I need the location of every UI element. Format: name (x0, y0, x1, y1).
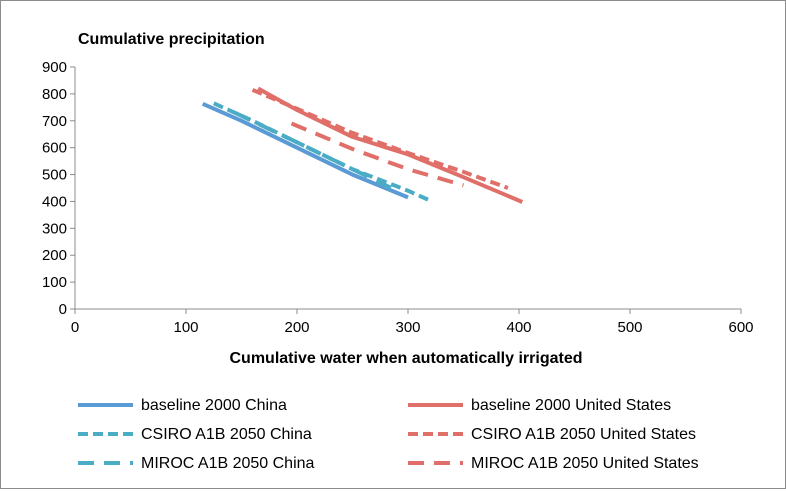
legend-item: MIROC A1B 2050 China (78, 455, 315, 472)
y-tick-label: 500 (42, 167, 67, 184)
legend-label: MIROC A1B 2050 United States (471, 455, 699, 472)
legend-label: baseline 2000 United States (471, 397, 671, 414)
series-line-6 (290, 121, 465, 188)
y-axis: 0 100 200 300 400 500 600 700 800 900 (42, 59, 76, 318)
legend-item: CSIRO A1B 2050 China (78, 426, 312, 443)
y-tick-label: 700 (42, 113, 67, 130)
legend-item: CSIRO A1B 2050 United States (408, 426, 696, 443)
y-tick-label: 600 (42, 140, 67, 157)
legend-item: baseline 2000 China (78, 397, 287, 414)
series-line-4 (257, 86, 524, 204)
legend-label: MIROC A1B 2050 China (141, 455, 315, 472)
x-tick-label: 0 (71, 319, 79, 336)
y-tick-label: 100 (42, 274, 67, 291)
x-tick-label: 600 (728, 319, 753, 336)
x-tick-label: 500 (617, 319, 642, 336)
legend-label: CSIRO A1B 2050 China (141, 426, 312, 443)
y-tick-label: 800 (42, 86, 67, 103)
x-axis: 0 100 200 300 400 500 600 (71, 308, 754, 336)
x-tick-label: 200 (284, 319, 309, 336)
x-axis-label: Cumulative water when automatically irri… (230, 350, 583, 367)
y-tick-label: 200 (42, 247, 67, 264)
y-tick-label: 900 (42, 59, 67, 76)
x-tick-label: 300 (395, 319, 420, 336)
legend: baseline 2000 China CSIRO A1B 2050 China M… (78, 397, 699, 472)
plot-area (201, 86, 524, 204)
series-line-5 (251, 88, 509, 190)
y-tick-label: 400 (42, 193, 67, 210)
y-tick-label: 300 (42, 220, 67, 237)
legend-item: MIROC A1B 2050 United States (408, 455, 699, 472)
series-line-3 (235, 111, 398, 193)
legend-label: CSIRO A1B 2050 United States (471, 426, 696, 443)
chart-title: Cumulative precipitation (78, 31, 265, 48)
legend-label: baseline 2000 China (141, 397, 287, 414)
y-tick-label: 0 (59, 301, 67, 318)
legend-item: baseline 2000 United States (408, 397, 671, 414)
x-tick-label: 100 (173, 319, 198, 336)
series-line-1 (201, 101, 409, 200)
x-tick-label: 400 (506, 319, 531, 336)
